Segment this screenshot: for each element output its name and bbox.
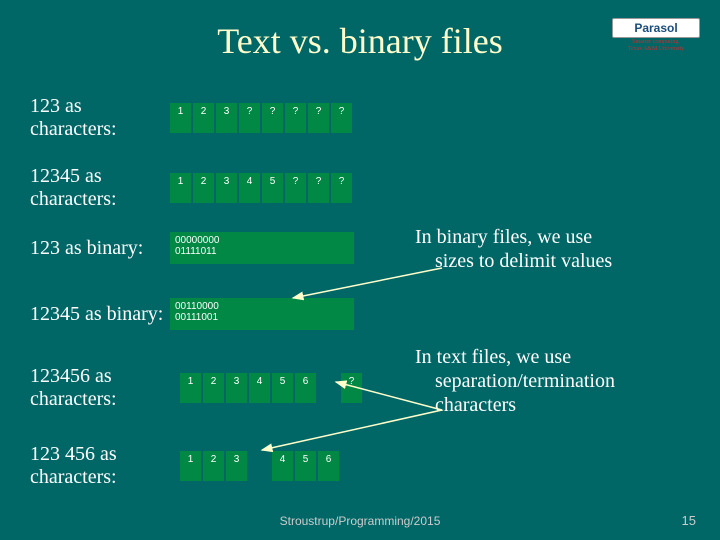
binary-bytes: 00000000 01111011 bbox=[170, 232, 262, 264]
cell-strip: 1 2 3 4 5 6 ? bbox=[180, 373, 362, 403]
cell: ? bbox=[308, 103, 329, 133]
row-label: 12345 as binary: bbox=[30, 303, 170, 326]
cell: 4 bbox=[249, 373, 270, 403]
cell: 3 bbox=[226, 451, 247, 481]
slide-title: Text vs. binary files bbox=[0, 20, 720, 62]
cell: 2 bbox=[203, 451, 224, 481]
cell: 5 bbox=[295, 451, 316, 481]
cell: ? bbox=[285, 103, 306, 133]
row-123-456-chars: 123 456 as characters: 1 2 3 4 5 6 bbox=[30, 443, 339, 489]
note-line: In text files, we use bbox=[415, 346, 571, 368]
row-123456-chars: 123456 as characters: 1 2 3 4 5 6 ? bbox=[30, 365, 362, 411]
footer-text: Stroustrup/Programming/2015 bbox=[0, 514, 720, 528]
binary-bytes: 00110000 00111001 bbox=[170, 298, 262, 330]
cell: ? bbox=[262, 103, 283, 133]
cell: 3 bbox=[226, 373, 247, 403]
cell: 1 bbox=[170, 173, 191, 203]
cell: 1 bbox=[170, 103, 191, 133]
cell: 3 bbox=[216, 103, 237, 133]
cell-strip: 1 2 3 4 5 6 bbox=[180, 451, 339, 481]
cell: 2 bbox=[203, 373, 224, 403]
binary-block: 00000000 01111011 bbox=[170, 232, 354, 264]
cell: 1 bbox=[180, 373, 201, 403]
cell: ? bbox=[331, 173, 352, 203]
note-line: In binary files, we use bbox=[415, 226, 592, 248]
cell-strip: 1 2 3 4 5 ? ? ? bbox=[170, 173, 352, 203]
note-text: In text files, we use separation/termina… bbox=[415, 345, 695, 417]
cell: 5 bbox=[262, 173, 283, 203]
row-label: 123 456 as characters: bbox=[30, 443, 180, 489]
row-label: 123 as characters: bbox=[30, 95, 170, 141]
cell: 5 bbox=[272, 373, 293, 403]
note-line: sizes to delimit values bbox=[435, 250, 612, 272]
row-123-chars: 123 as characters: 1 2 3 ? ? ? ? ? bbox=[30, 95, 352, 141]
cell: 2 bbox=[193, 103, 214, 133]
page-number: 15 bbox=[682, 513, 696, 528]
cell-strip: 1 2 3 ? ? ? ? ? bbox=[170, 103, 352, 133]
binary-block: 00110000 00111001 bbox=[170, 298, 354, 330]
row-label: 123 as binary: bbox=[30, 237, 170, 260]
cell: 2 bbox=[193, 173, 214, 203]
cell: ? bbox=[285, 173, 306, 203]
cell: 6 bbox=[295, 373, 316, 403]
cell: 4 bbox=[272, 451, 293, 481]
cell-gap bbox=[318, 373, 339, 403]
cell: 3 bbox=[216, 173, 237, 203]
row-12345-chars: 12345 as characters: 1 2 3 4 5 ? ? ? bbox=[30, 165, 352, 211]
note-line: separation/termination bbox=[435, 370, 615, 392]
row-12345-binary: 12345 as binary: 00110000 00111001 bbox=[30, 298, 354, 330]
note-line: characters bbox=[435, 394, 516, 416]
cell: ? bbox=[331, 103, 352, 133]
cell: ? bbox=[308, 173, 329, 203]
row-123-binary: 123 as binary: 00000000 01111011 bbox=[30, 232, 354, 264]
cell: ? bbox=[341, 373, 362, 403]
row-label: 12345 as characters: bbox=[30, 165, 170, 211]
cell: 6 bbox=[318, 451, 339, 481]
cell-gap bbox=[249, 451, 270, 481]
cell: 1 bbox=[180, 451, 201, 481]
binary-empty bbox=[262, 232, 354, 264]
cell: ? bbox=[239, 103, 260, 133]
cell: 4 bbox=[239, 173, 260, 203]
row-label: 123456 as characters: bbox=[30, 365, 180, 411]
binary-empty bbox=[262, 298, 354, 330]
note-binary: In binary files, we use sizes to delimit… bbox=[415, 225, 695, 273]
